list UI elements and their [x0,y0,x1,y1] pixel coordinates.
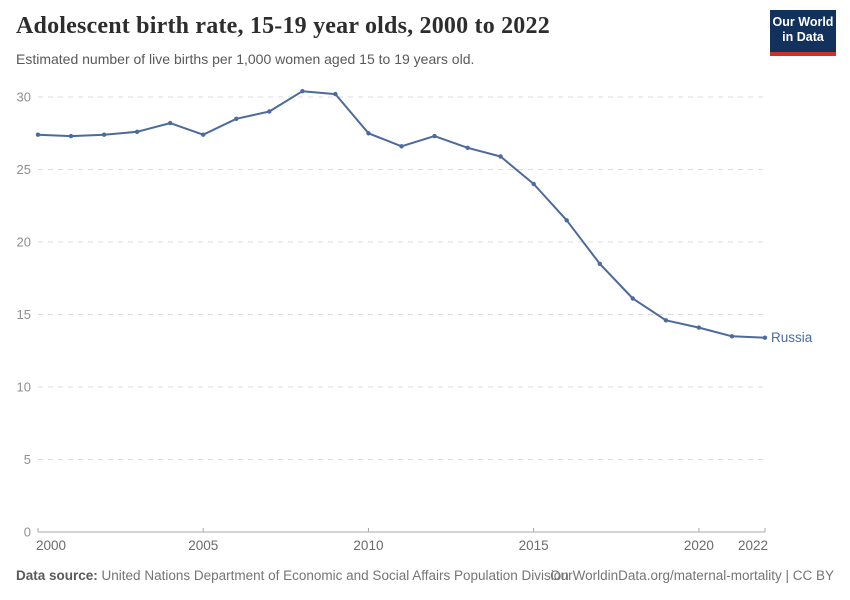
y-tick-label: 30 [17,90,31,105]
owid-logo-line2: in Data [782,30,824,44]
data-point [762,335,768,340]
y-tick-label: 10 [17,380,31,395]
series-label-russia: Russia [771,330,813,345]
data-point [432,133,437,139]
data-point [134,129,140,134]
page-title: Adolescent birth rate, 15-19 year olds, … [16,13,550,39]
x-tick-label: 2020 [684,538,714,553]
data-point [234,116,239,122]
data-point [696,325,702,330]
data-point [168,120,173,126]
data-point [465,145,470,150]
owid-url-link[interactable]: OurWorldinData.org/maternal-mortality | … [550,568,834,583]
data-point [300,89,305,94]
data-point [101,132,107,137]
owid-logo[interactable]: Our World in Data [770,10,836,56]
x-tick-label: 2005 [188,538,218,553]
data-point [729,334,735,339]
x-tick-label: 2015 [519,538,549,553]
data-point [564,218,569,223]
series-line-russia [37,90,766,339]
data-point [663,318,669,323]
data-point [531,181,536,187]
data-point [597,261,602,266]
x-tick-label: 2000 [36,538,66,553]
chart-subtitle: Estimated number of live births per 1,00… [16,51,475,67]
data-point [35,132,41,137]
data-point [201,132,206,137]
y-tick-label: 20 [17,235,31,250]
y-tick-label: 5 [24,452,31,467]
data-source-note: Data source: United Nations Department o… [16,568,569,583]
data-source-text: United Nations Department of Economic an… [101,568,569,583]
y-tick-label: 0 [24,525,31,540]
data-point [399,144,404,149]
data-point [498,154,503,159]
x-tick-label: 2022 [738,538,768,553]
y-tick-label: 15 [17,307,31,322]
x-tick-label: 2010 [353,538,383,553]
data-point [68,133,74,139]
data-point [267,109,272,114]
data-point [366,131,371,136]
data-source-label: Data source: [16,568,98,583]
data-point [630,296,635,301]
owid-logo-line1: Our World [772,15,834,29]
data-point [333,91,338,97]
y-tick-label: 25 [17,162,31,177]
